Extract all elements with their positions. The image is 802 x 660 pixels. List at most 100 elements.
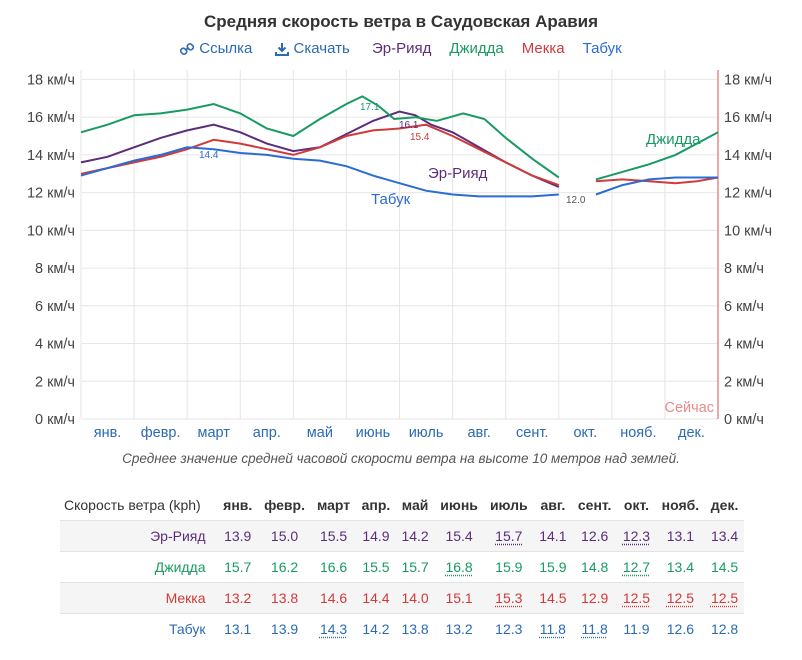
table-cell: 14.9 — [355, 520, 396, 552]
chart-title: Средняя скорость ветра в Саудовская Арав… — [203, 12, 599, 31]
y-tick-label-right: 14 км/ч — [724, 148, 772, 164]
table-cell-link[interactable]: 12.5 — [710, 590, 739, 606]
table-cell-link[interactable]: 14.3 — [319, 621, 348, 637]
x-tick-label: дек. — [678, 425, 705, 441]
table-cell: 12.6 — [655, 613, 706, 644]
table-cell-link[interactable]: 15.7 — [495, 528, 523, 544]
x-tick-label: март — [197, 425, 230, 441]
y-tick-label-left: 18 км/ч — [27, 72, 75, 88]
y-tick-label-right: 18 км/ч — [724, 72, 772, 88]
table-cell: 14.5 — [705, 551, 744, 583]
x-tick-label: нояб. — [620, 425, 656, 441]
caption-text: Среднее значение средней часовой скорост… — [122, 451, 533, 466]
y-tick-label-left: 0 км/ч — [35, 412, 75, 428]
table-cell[interactable]: 11.8 — [533, 613, 573, 644]
x-tick-label: авг. — [467, 425, 490, 441]
x-tick-label: февр. — [141, 425, 181, 441]
table-cell-link[interactable]: 12.3 — [622, 528, 651, 544]
table-cell-link[interactable]: 16.8 — [445, 559, 473, 575]
table-header-row: Скорость ветра (kph) янв. февр. март апр. май… — [60, 490, 744, 521]
table-row: Табук 13.1 13.9 14.3 14.2 13.8 13.2 12.3 11.8 11.… — [60, 613, 744, 644]
y-tick-label-right: 8 км/ч — [724, 261, 764, 277]
table-row: Мекка 13.2 13.8 14.6 14.4 14.0 15.1 15.3 14.5 12.… — [60, 582, 744, 614]
y-tick-label-right: 16 км/ч — [724, 110, 772, 126]
link-label: Ссылка — [199, 40, 253, 57]
series-label-tabuk: Табук — [371, 191, 411, 208]
table-row: Джидда 15.7 16.2 16.6 15.5 15.7 16.8 15.9 15.9 14… — [60, 551, 744, 583]
series-line-2 — [80, 123, 560, 187]
y-tick-label-left: 16 км/ч — [27, 110, 75, 126]
table-month-header: нояб. — [661, 497, 700, 513]
legend-item-2[interactable]: Мекка — [521, 40, 565, 57]
table-month-header: сент. — [577, 497, 612, 513]
table-cell: 11.9 — [617, 613, 656, 644]
y-tick-label-right: 12 км/ч — [724, 186, 772, 202]
table-cell: 13.4 — [705, 520, 744, 552]
table-cell[interactable]: 12.7 — [617, 551, 656, 583]
table-cell[interactable]: 12.3 — [617, 520, 656, 552]
table-cell[interactable]: 11.8 — [572, 613, 618, 644]
table-cell-link[interactable]: 15.3 — [495, 590, 523, 606]
table-cell: 15.9 — [483, 551, 534, 583]
link-button[interactable]: Ссылка — [180, 40, 256, 57]
y-tick-label-left: 10 км/ч — [27, 223, 75, 239]
table-cell-link[interactable]: 12.5 — [622, 590, 651, 606]
table-cell: 13.8 — [257, 582, 312, 614]
table-cell: 15.7 — [395, 551, 435, 583]
table-cell[interactable]: 14.3 — [311, 613, 356, 644]
table-row-label: Табук — [60, 613, 218, 644]
table-cell: 14.2 — [355, 613, 396, 644]
now-label: Сейчас — [664, 400, 714, 416]
legend-item-1[interactable]: Джидда — [449, 40, 504, 57]
table-cell: 15.9 — [533, 551, 573, 583]
table-month-header: окт. — [623, 497, 649, 513]
table-cell[interactable]: 12.5 — [617, 582, 656, 614]
download-icon — [274, 43, 289, 56]
table-month-header: июнь — [440, 497, 478, 513]
table-cell: 13.9 — [257, 613, 312, 644]
table-cell-link[interactable]: 12.5 — [666, 590, 695, 606]
x-tick-label: янв. — [94, 425, 122, 441]
table-month-header: янв. — [223, 497, 253, 513]
chart-caption: Среднее значение средней часовой скорост… — [0, 451, 802, 466]
y-tick-label-left: 2 км/ч — [35, 374, 75, 390]
y-tick-label-left: 4 км/ч — [35, 337, 75, 353]
table-cell: 14.1 — [533, 520, 573, 552]
table-cell-link[interactable]: 12.7 — [622, 559, 651, 575]
table-month-header: май — [401, 497, 429, 513]
y-tick-label-left: 8 км/ч — [35, 261, 75, 277]
table-cell: 13.1 — [655, 520, 706, 552]
y-tick-label-right: 10 км/ч — [724, 223, 772, 239]
table-cell[interactable]: 12.5 — [705, 582, 744, 614]
table-month-header: март — [316, 497, 351, 513]
legend-item-3[interactable]: Табук — [582, 40, 622, 57]
table-row-label: Эр-Рияд — [60, 520, 218, 552]
table-cell[interactable]: 16.8 — [434, 551, 484, 583]
peak-label-tabuk: 14.4 — [199, 150, 219, 161]
series-label-jeddah: Джидда — [646, 131, 701, 148]
y-tick-label-right: 2 км/ч — [724, 374, 764, 390]
table-cell-link[interactable]: 11.8 — [581, 621, 608, 637]
table-cell: 14.4 — [355, 582, 396, 614]
table-header-label: Скорость ветра (kph) — [64, 497, 201, 513]
table-cell: 15.5 — [355, 551, 396, 583]
table-cell: 14.0 — [395, 582, 435, 614]
y-tick-label-right: 4 км/ч — [724, 337, 764, 353]
series-label-riyadh: Эр-Рияд — [428, 165, 488, 182]
x-tick-label: май — [307, 425, 333, 441]
legend-item-0[interactable]: Эр-Рияд — [371, 40, 432, 57]
table-cell[interactable]: 15.3 — [483, 582, 534, 614]
table-cell-link[interactable]: 11.8 — [539, 621, 566, 637]
table-row: Эр-Рияд 13.9 15.0 15.5 14.9 14.2 15.4 15.7 14.1 1… — [60, 520, 744, 552]
download-button[interactable]: Скачать — [274, 40, 354, 57]
table-cell: 12.6 — [572, 520, 618, 552]
x-tick-label: апр. — [253, 425, 281, 441]
caption-emphasis: 10 метров — [532, 451, 601, 466]
link-icon — [180, 42, 195, 56]
caption-text-end: над землей. — [600, 451, 680, 466]
table-cell[interactable]: 15.7 — [483, 520, 534, 552]
table-cell[interactable]: 12.5 — [655, 582, 706, 614]
peak-label-jeddah: 17.1 — [360, 102, 380, 113]
table-month-header: апр. — [361, 497, 391, 513]
series-line-3 — [80, 146, 559, 198]
